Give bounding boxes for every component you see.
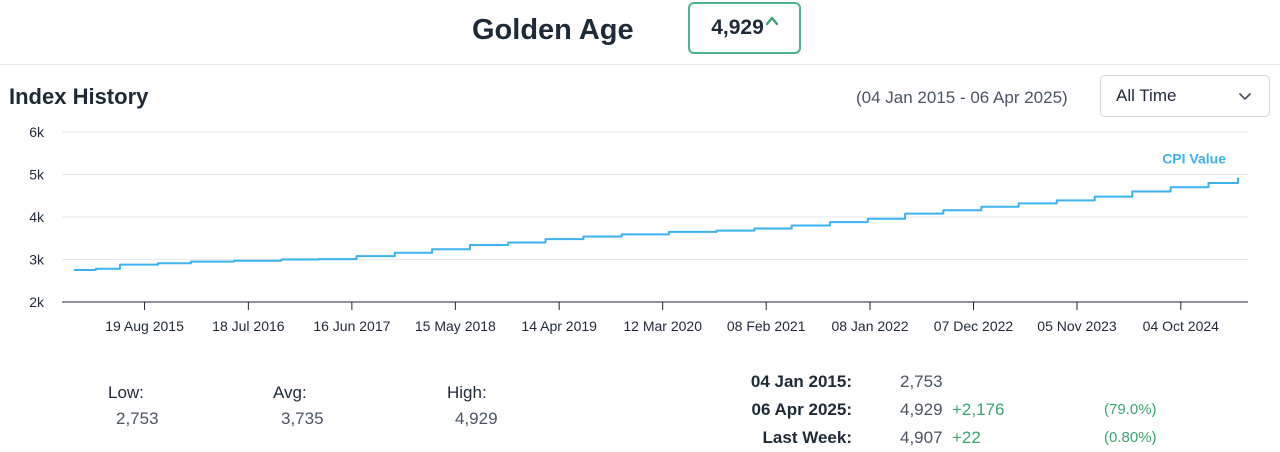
x-tick-label: 04 Oct 2024 [1143, 318, 1219, 334]
current-value: 4,929 [711, 16, 764, 39]
comparison-start-label: 04 Jan 2015: [750, 372, 852, 391]
comparison-current-pct: (79.0%) [1104, 401, 1157, 418]
x-tick-label: 08 Jan 2022 [831, 318, 908, 334]
comparison-week-value: 4,907 [900, 428, 943, 447]
x-tick-label: 15 May 2018 [415, 318, 496, 334]
x-tick-label: 19 Aug 2015 [105, 318, 184, 334]
comparison-current-change: +2,176 [952, 400, 1005, 419]
top-header: Golden Age 4,929 [0, 0, 1280, 65]
comparison-current-label: 06 Apr 2025: [751, 400, 852, 419]
current-value-badge: 4,929 [688, 2, 801, 54]
stat-low-label: Low: [108, 383, 144, 402]
x-tick-label: 14 Apr 2019 [521, 318, 597, 334]
y-tick-label: 2k [29, 294, 45, 310]
time-range-value: All Time [1116, 86, 1177, 105]
chevron-up-icon [765, 12, 779, 28]
stat-avg-value: 3,735 [281, 409, 324, 428]
y-tick-label: 6k [29, 124, 45, 140]
stat-high: High: 4,929 [447, 383, 498, 429]
stat-low-value: 2,753 [116, 409, 159, 428]
y-tick-label: 4k [29, 209, 45, 225]
series-label: CPI Value [1162, 151, 1226, 167]
stat-high-value: 4,929 [455, 409, 498, 428]
section-title: Index History [9, 84, 149, 109]
x-tick-label: 12 Mar 2020 [623, 318, 702, 334]
date-range-label: (04 Jan 2015 - 06 Apr 2025) [856, 88, 1068, 107]
comparison-week-change: +22 [952, 428, 981, 447]
series-line-cpi-value [74, 177, 1239, 271]
x-tick-label: 18 Jul 2016 [212, 318, 285, 334]
stat-avg: Avg: 3,735 [273, 383, 324, 429]
comparison-current-value: 4,929 [900, 400, 943, 419]
x-tick-label: 05 Nov 2023 [1037, 318, 1117, 334]
stat-avg-label: Avg: [273, 383, 307, 402]
comparison-week-label: Last Week: [762, 428, 852, 447]
x-tick-label: 16 Jun 2017 [313, 318, 390, 334]
chevron-down-icon [1239, 93, 1251, 100]
x-tick-label: 07 Dec 2022 [934, 318, 1014, 334]
comparison-start-value: 2,753 [900, 372, 943, 391]
index-history-chart: 6k 5k 4k 3k 2k 19 Aug 2015 18 Jul 2016 16 Jun 2… [29, 124, 1248, 334]
y-tick-label: 5k [29, 167, 45, 183]
x-tick-label: 08 Feb 2021 [727, 318, 806, 334]
comparison-week-pct: (0.80%) [1104, 429, 1157, 446]
time-range-select[interactable]: All Time [1100, 75, 1270, 117]
y-tick-label: 3k [29, 252, 45, 268]
stat-high-label: High: [447, 383, 487, 402]
page-title: Golden Age [472, 14, 634, 46]
stat-low: Low: 2,753 [108, 383, 159, 429]
